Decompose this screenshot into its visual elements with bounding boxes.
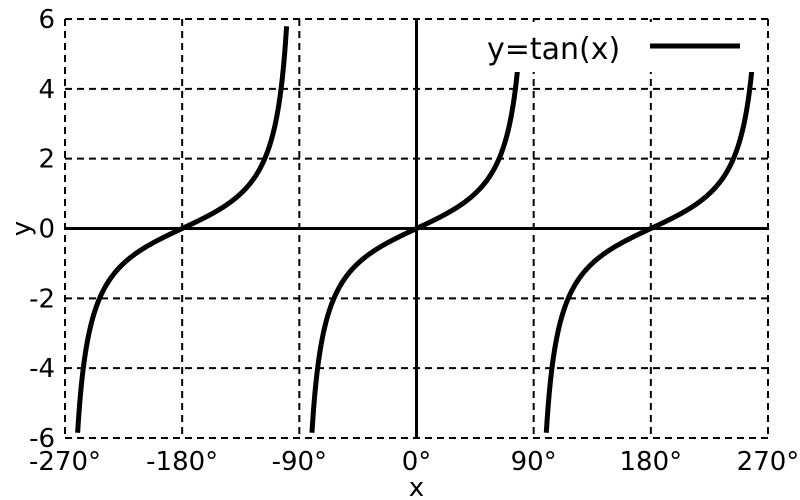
tan-curve-branch <box>543 26 758 433</box>
x-tick-label: -90° <box>272 447 327 477</box>
y-tick-label: 6 <box>38 5 55 35</box>
x-tick-label: 90° <box>511 447 557 477</box>
x-tick-label: 0° <box>402 447 432 477</box>
series-layer <box>75 26 758 433</box>
x-tick-label: -270° <box>29 447 101 477</box>
x-tick-label: 270° <box>737 447 800 477</box>
tan-curve-branch <box>75 26 290 433</box>
y-tick-label: -2 <box>29 284 55 314</box>
x-tick-label: -180° <box>146 447 218 477</box>
x-tick-label: 180° <box>620 447 683 477</box>
y-tick-label: 0 <box>38 215 55 245</box>
x-axis-label: x <box>409 473 424 500</box>
y-tick-label: 2 <box>38 145 55 175</box>
legend: y=tan(x) <box>478 22 760 72</box>
x-tick-labels: -270° -180° -90° 0° 90° 180° 270° <box>29 447 799 477</box>
legend-entry-label: y=tan(x) <box>487 32 620 67</box>
y-axis-label: y <box>7 221 37 236</box>
y-tick-labels: -6 -4 -2 0 2 4 6 <box>29 5 55 454</box>
tan-curve-branch <box>309 26 524 433</box>
y-tick-label: -4 <box>29 354 55 384</box>
y-tick-label: 4 <box>38 75 55 105</box>
y-tick-label: -6 <box>29 424 55 454</box>
